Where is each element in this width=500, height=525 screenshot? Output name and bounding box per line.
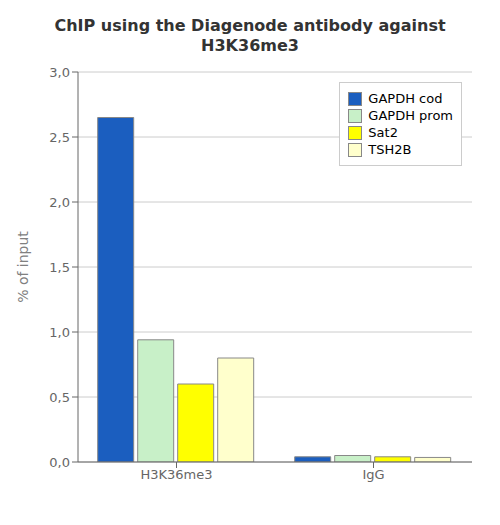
svg-text:2,0: 2,0 xyxy=(49,195,70,210)
svg-text:% of input: % of input xyxy=(15,231,31,303)
svg-text:1,5: 1,5 xyxy=(49,260,70,275)
svg-text:H3K36me3: H3K36me3 xyxy=(140,467,212,482)
html-text:ChIP using the Diagenode antib: ChIP using the Diagenode antibody agains… xyxy=(54,16,446,35)
svg-text:1,0: 1,0 xyxy=(49,325,70,340)
svg-text:2,5: 2,5 xyxy=(49,130,70,145)
svg-text:0,0: 0,0 xyxy=(49,455,70,470)
html-text:GAPDH cod: GAPDH cod xyxy=(368,91,443,106)
html-text:TSH2B: TSH2B xyxy=(368,142,412,157)
svg-text:3,0: 3,0 xyxy=(49,65,70,80)
svg-text:0,5: 0,5 xyxy=(49,390,70,405)
svg-text:IgG: IgG xyxy=(362,467,384,482)
html-text:GAPDH prom: GAPDH prom xyxy=(368,108,453,123)
html-text:Sat2: Sat2 xyxy=(368,125,398,140)
html-text:H3K36me3: H3K36me3 xyxy=(201,36,299,55)
